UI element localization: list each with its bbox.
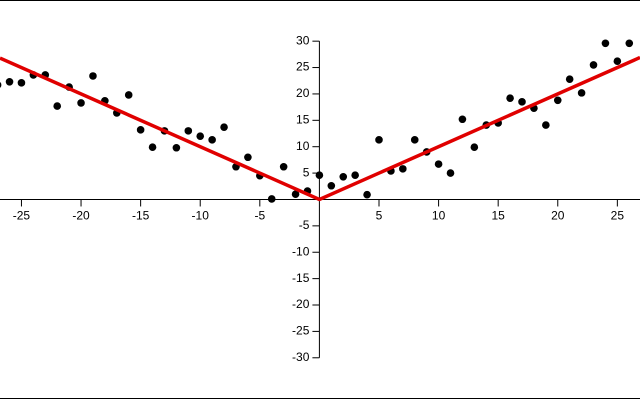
point [148, 143, 157, 152]
point [410, 136, 419, 144]
point [124, 91, 133, 99]
point [446, 169, 455, 177]
x-tick-label: 5 [376, 209, 383, 223]
point [327, 181, 336, 190]
y-tick-label: -20 [292, 297, 310, 311]
x-tick-label: -20 [72, 209, 90, 223]
y-tick-label: -30 [292, 350, 310, 364]
point [267, 195, 276, 203]
point [220, 123, 228, 131]
point [518, 98, 526, 106]
y-tick-label: 15 [296, 112, 310, 126]
point [589, 61, 598, 69]
point [339, 172, 348, 181]
y-tick-label: 5 [303, 165, 310, 179]
point [565, 75, 574, 83]
point [375, 136, 383, 144]
y-tick-label: -15 [292, 271, 310, 285]
x-tick-label: -5 [254, 209, 265, 223]
point [434, 160, 443, 168]
x-tick-label: -10 [192, 209, 210, 223]
y-tick-label: -25 [292, 324, 310, 338]
point [625, 39, 634, 48]
plot-area [0, 39, 640, 203]
point [172, 143, 181, 152]
x-tick-label: -15 [132, 209, 150, 223]
point [0, 82, 2, 88]
y-tick-label: -5 [299, 218, 310, 232]
point [363, 190, 371, 199]
point [77, 99, 85, 107]
x-tick-label: 20 [551, 209, 565, 223]
point [89, 72, 97, 80]
point [196, 132, 205, 140]
x-tick-label: 15 [491, 209, 505, 223]
point [553, 96, 562, 105]
y-tick-label: 30 [296, 33, 310, 47]
y-tick-label: -10 [292, 244, 310, 258]
point [613, 57, 622, 66]
point [184, 127, 193, 135]
fit-line [0, 55, 640, 202]
point [291, 190, 300, 198]
y-tick-label: 20 [296, 86, 310, 100]
x-tick-label: -25 [13, 209, 31, 223]
point [53, 102, 62, 110]
point [244, 153, 252, 162]
x-tick-label: 10 [432, 209, 446, 223]
point [136, 126, 145, 134]
point [5, 77, 14, 86]
point [315, 171, 324, 179]
point [601, 39, 610, 48]
point [506, 94, 514, 102]
x-tick-label: 25 [611, 209, 625, 223]
point [351, 171, 359, 179]
point [577, 89, 586, 97]
point [279, 162, 288, 171]
point [542, 121, 550, 129]
y-tick-label: 10 [296, 139, 310, 153]
point [17, 79, 26, 87]
point [470, 143, 479, 152]
point [458, 115, 467, 124]
y-tick-label: 25 [296, 60, 310, 74]
point [208, 136, 216, 144]
point [399, 165, 407, 173]
